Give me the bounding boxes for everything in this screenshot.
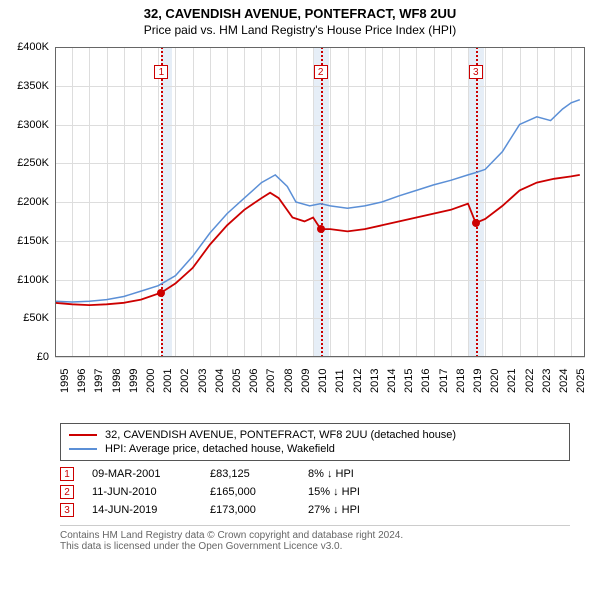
x-tick-label: 2014 bbox=[386, 369, 398, 393]
x-tick-label: 2007 bbox=[265, 369, 277, 393]
title-main: 32, CAVENDISH AVENUE, PONTEFRACT, WF8 2U… bbox=[0, 6, 600, 21]
title-sub: Price paid vs. HM Land Registry's House … bbox=[0, 23, 600, 37]
sale-marker bbox=[157, 289, 165, 297]
x-tick-label: 2010 bbox=[317, 369, 329, 393]
x-tick-label: 2022 bbox=[524, 369, 536, 393]
x-tick-label: 2004 bbox=[214, 369, 226, 393]
x-tick-label: 2015 bbox=[403, 369, 415, 393]
legend-label: HPI: Average price, detached house, Wake… bbox=[105, 443, 335, 455]
legend-swatch bbox=[69, 434, 97, 436]
legend-row: HPI: Average price, detached house, Wake… bbox=[69, 442, 561, 456]
event-row: 2 11-JUN-2010 £165,000 15% ↓ HPI bbox=[60, 483, 570, 501]
series-hpi bbox=[55, 100, 580, 302]
x-tick-label: 2011 bbox=[334, 369, 346, 393]
x-tick-label: 2013 bbox=[369, 369, 381, 393]
footer-line-2: This data is licensed under the Open Gov… bbox=[60, 541, 570, 552]
x-tick-label: 2023 bbox=[541, 369, 553, 393]
x-tick-label: 1995 bbox=[59, 369, 71, 393]
footer-line-1: Contains HM Land Registry data © Crown c… bbox=[60, 530, 570, 541]
x-tick-label: 2021 bbox=[506, 369, 518, 393]
x-tick-label: 1998 bbox=[111, 369, 123, 393]
event-row: 3 14-JUN-2019 £173,000 27% ↓ HPI bbox=[60, 501, 570, 519]
event-date: 14-JUN-2019 bbox=[92, 504, 192, 516]
x-tick-label: 2005 bbox=[231, 369, 243, 393]
x-tick-label: 2003 bbox=[197, 369, 209, 393]
event-date: 09-MAR-2001 bbox=[92, 468, 192, 480]
x-tick-label: 2009 bbox=[300, 369, 312, 393]
title-block: 32, CAVENDISH AVENUE, PONTEFRACT, WF8 2U… bbox=[0, 0, 600, 39]
sale-marker bbox=[317, 225, 325, 233]
x-tick-label: 2020 bbox=[489, 369, 501, 393]
x-tick-label: 2008 bbox=[283, 369, 295, 393]
event-row-number: 2 bbox=[60, 485, 74, 499]
x-tick-label: 2017 bbox=[438, 369, 450, 393]
x-tick-label: 2001 bbox=[162, 369, 174, 393]
legend-row: 32, CAVENDISH AVENUE, PONTEFRACT, WF8 2U… bbox=[69, 428, 561, 442]
legend-swatch bbox=[69, 448, 97, 450]
x-tick-label: 2006 bbox=[248, 369, 260, 393]
event-row: 1 09-MAR-2001 £83,125 8% ↓ HPI bbox=[60, 465, 570, 483]
x-tick-label: 2024 bbox=[558, 369, 570, 393]
series-svg bbox=[0, 39, 587, 359]
x-tick-label: 2012 bbox=[352, 369, 364, 393]
event-delta: 15% ↓ HPI bbox=[308, 486, 408, 498]
series-price_paid bbox=[55, 175, 580, 305]
legend: 32, CAVENDISH AVENUE, PONTEFRACT, WF8 2U… bbox=[60, 423, 570, 461]
x-tick-label: 2025 bbox=[575, 369, 587, 393]
event-row-number: 1 bbox=[60, 467, 74, 481]
event-delta: 27% ↓ HPI bbox=[308, 504, 408, 516]
event-delta: 8% ↓ HPI bbox=[308, 468, 408, 480]
x-tick-label: 1997 bbox=[93, 369, 105, 393]
events-list: 1 09-MAR-2001 £83,125 8% ↓ HPI 2 11-JUN-2010 £… bbox=[60, 465, 570, 519]
event-price: £173,000 bbox=[210, 504, 290, 516]
x-tick-label: 2002 bbox=[179, 369, 191, 393]
x-tick-label: 2019 bbox=[472, 369, 484, 393]
x-tick-label: 1999 bbox=[128, 369, 140, 393]
chart-container: 32, CAVENDISH AVENUE, PONTEFRACT, WF8 2U… bbox=[0, 0, 600, 552]
x-tick-label: 2016 bbox=[420, 369, 432, 393]
event-date: 11-JUN-2010 bbox=[92, 486, 192, 498]
footer: Contains HM Land Registry data © Crown c… bbox=[60, 525, 570, 552]
sale-marker bbox=[472, 219, 480, 227]
chart-area: £0£50K£100K£150K£200K£250K£300K£350K£400… bbox=[0, 39, 600, 419]
event-row-number: 3 bbox=[60, 503, 74, 517]
x-tick-label: 2000 bbox=[145, 369, 157, 393]
event-price: £165,000 bbox=[210, 486, 290, 498]
x-tick-label: 2018 bbox=[455, 369, 467, 393]
event-price: £83,125 bbox=[210, 468, 290, 480]
x-tick-label: 1996 bbox=[76, 369, 88, 393]
legend-label: 32, CAVENDISH AVENUE, PONTEFRACT, WF8 2U… bbox=[105, 429, 456, 441]
